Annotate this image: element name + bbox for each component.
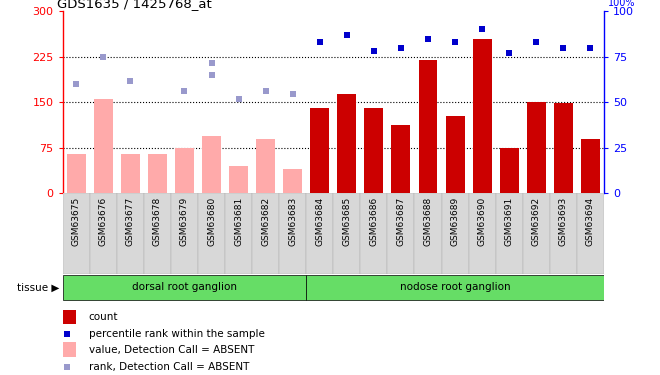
Bar [418, 60, 438, 193]
Bar [148, 154, 167, 193]
Text: GSM63677: GSM63677 [126, 197, 135, 246]
Bar [94, 99, 113, 193]
Text: GSM63680: GSM63680 [207, 197, 216, 246]
Text: GSM63686: GSM63686 [370, 197, 378, 246]
Bar [225, 193, 252, 274]
Bar [63, 342, 76, 357]
Bar [391, 124, 411, 193]
Text: GDS1635 / 1425768_at: GDS1635 / 1425768_at [57, 0, 212, 10]
Text: GSM63683: GSM63683 [288, 197, 297, 246]
Text: GSM63689: GSM63689 [451, 197, 459, 246]
Text: tissue ▶: tissue ▶ [17, 283, 59, 293]
Bar [175, 148, 194, 193]
Text: GSM63692: GSM63692 [532, 197, 541, 246]
Bar [496, 193, 523, 274]
Bar [446, 116, 465, 193]
Text: nodose root ganglion: nodose root ganglion [400, 282, 510, 292]
Bar [364, 108, 383, 193]
Text: GSM63678: GSM63678 [153, 197, 162, 246]
Bar [63, 193, 90, 274]
Bar [117, 193, 144, 274]
Bar [121, 154, 140, 193]
Bar [63, 310, 76, 324]
Bar [306, 193, 333, 274]
Text: dorsal root ganglion: dorsal root ganglion [132, 282, 237, 292]
Bar [523, 193, 550, 274]
Bar [202, 135, 221, 193]
Bar [581, 139, 600, 193]
Bar [360, 193, 387, 274]
Bar [442, 193, 469, 274]
Text: GSM63694: GSM63694 [586, 197, 595, 246]
Bar [171, 193, 198, 274]
Text: GSM63675: GSM63675 [72, 197, 81, 246]
Bar [90, 193, 117, 274]
Text: 100%: 100% [608, 0, 636, 9]
Text: rank, Detection Call = ABSENT: rank, Detection Call = ABSENT [88, 362, 249, 372]
Bar [577, 193, 604, 274]
Text: GSM63688: GSM63688 [424, 197, 432, 246]
Bar [550, 193, 577, 274]
Text: value, Detection Call = ABSENT: value, Detection Call = ABSENT [88, 345, 254, 355]
Text: GSM63682: GSM63682 [261, 197, 270, 246]
Text: GSM63685: GSM63685 [343, 197, 351, 246]
Bar [256, 139, 275, 193]
Text: count: count [88, 312, 118, 322]
Bar [144, 193, 171, 274]
Bar [469, 193, 496, 274]
Bar [63, 275, 306, 300]
Bar [306, 275, 604, 300]
Bar [252, 193, 279, 274]
Bar [414, 193, 442, 274]
Bar [198, 193, 225, 274]
Bar [500, 148, 519, 193]
Text: GSM63679: GSM63679 [180, 197, 189, 246]
Text: GSM63687: GSM63687 [397, 197, 405, 246]
Bar [283, 169, 302, 193]
Text: GSM63684: GSM63684 [315, 197, 324, 246]
Bar [527, 102, 546, 193]
Bar [229, 166, 248, 193]
Bar [473, 39, 492, 193]
Text: GSM63681: GSM63681 [234, 197, 243, 246]
Bar [279, 193, 306, 274]
Text: GSM63691: GSM63691 [505, 197, 513, 246]
Bar [67, 154, 86, 193]
Text: GSM63690: GSM63690 [478, 197, 486, 246]
Bar [337, 94, 356, 193]
Bar [333, 193, 360, 274]
Text: GSM63676: GSM63676 [99, 197, 108, 246]
Bar [310, 108, 329, 193]
Text: GSM63693: GSM63693 [559, 197, 568, 246]
Bar [387, 193, 414, 274]
Bar [554, 104, 573, 193]
Text: percentile rank within the sample: percentile rank within the sample [88, 329, 265, 339]
